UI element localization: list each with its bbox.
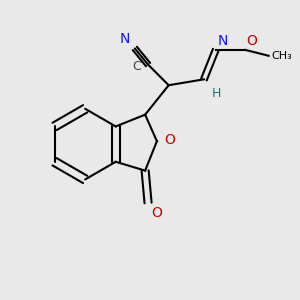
Text: O: O bbox=[247, 34, 257, 47]
Text: N: N bbox=[217, 34, 228, 47]
Text: C: C bbox=[132, 60, 141, 73]
Text: N: N bbox=[120, 32, 130, 46]
Text: O: O bbox=[164, 133, 175, 147]
Text: O: O bbox=[152, 206, 163, 220]
Text: H: H bbox=[211, 87, 221, 100]
Text: CH₃: CH₃ bbox=[271, 51, 292, 61]
